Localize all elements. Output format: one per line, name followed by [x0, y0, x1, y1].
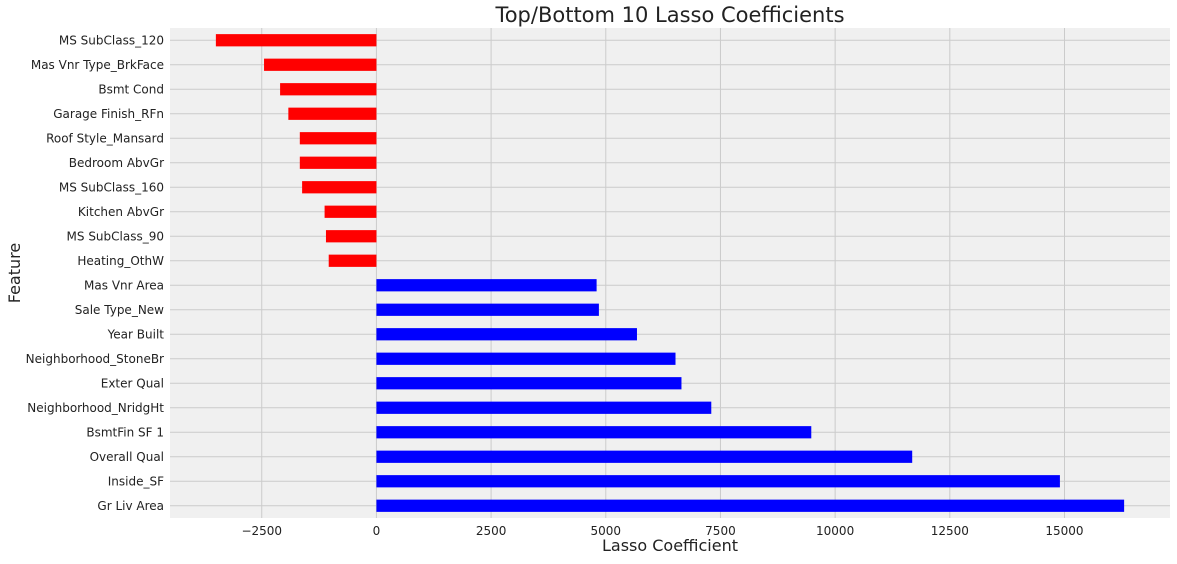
- x-axis-label: Lasso Coefficient: [602, 536, 738, 555]
- bar: [376, 401, 712, 414]
- x-tick-label: 10000: [816, 524, 854, 538]
- bar: [376, 499, 1125, 512]
- y-tick-label: Kitchen AbvGr: [78, 205, 164, 219]
- y-tick-label: Heating_OthW: [77, 254, 164, 268]
- x-tick-label: −2500: [241, 524, 282, 538]
- y-tick-label: BsmtFin SF 1: [86, 425, 164, 439]
- y-tick-label: Sale Type_New: [75, 303, 164, 317]
- y-tick-label: Year Built: [107, 327, 165, 341]
- bar: [328, 254, 377, 267]
- bar: [376, 328, 637, 341]
- x-tick-label: 12500: [931, 524, 969, 538]
- y-tick-label: Overall Qual: [90, 450, 164, 464]
- y-tick-label: MS SubClass_90: [67, 229, 164, 243]
- bar: [376, 450, 913, 463]
- x-tick-labels: −2500 0 2500 5000 7500 10000 12500 15000: [241, 524, 1083, 538]
- x-tick-label: 5000: [591, 524, 622, 538]
- x-tick-label: 0: [373, 524, 381, 538]
- y-tick-label: Mas Vnr Area: [84, 278, 164, 292]
- bar: [302, 181, 377, 194]
- bars: [215, 34, 1125, 512]
- y-tick-label: Mas Vnr Type_BrkFace: [31, 58, 164, 72]
- bar: [264, 58, 377, 71]
- bar: [288, 107, 377, 120]
- y-tick-label: MS SubClass_160: [59, 180, 164, 194]
- bar: [376, 475, 1060, 488]
- y-tick-label: Gr Liv Area: [97, 499, 164, 513]
- bar: [324, 205, 377, 218]
- x-tick-label: 7500: [705, 524, 736, 538]
- bar: [280, 83, 377, 96]
- x-tick-label: 2500: [476, 524, 507, 538]
- y-tick-label: Garage Finish_RFn: [53, 107, 164, 121]
- y-tick-label: Inside_SF: [108, 474, 164, 488]
- bar: [376, 426, 812, 439]
- bar: [325, 230, 377, 243]
- y-axis-label: Feature: [5, 243, 24, 303]
- bar: [376, 377, 682, 390]
- bar: [299, 132, 377, 145]
- y-tick-labels: MS SubClass_120 Mas Vnr Type_BrkFace Bsmt …: [26, 33, 165, 513]
- y-tick-label: Exter Qual: [101, 376, 164, 390]
- bar: [376, 352, 676, 365]
- x-tick-label: 15000: [1045, 524, 1083, 538]
- bar: [215, 34, 377, 47]
- bar: [376, 279, 597, 292]
- y-tick-label: Bsmt Cond: [98, 82, 164, 96]
- plot-area-background: [170, 28, 1170, 518]
- y-tick-label: MS SubClass_120: [59, 33, 164, 47]
- chart-title: Top/Bottom 10 Lasso Coefficients: [494, 3, 844, 27]
- y-tick-label: Roof Style_Mansard: [46, 131, 164, 145]
- bar: [376, 303, 599, 316]
- bar: [299, 156, 377, 169]
- y-tick-label: Neighborhood_NridgHt: [27, 401, 164, 415]
- y-tick-label: Neighborhood_StoneBr: [26, 352, 164, 366]
- y-tick-label: Bedroom AbvGr: [69, 156, 164, 170]
